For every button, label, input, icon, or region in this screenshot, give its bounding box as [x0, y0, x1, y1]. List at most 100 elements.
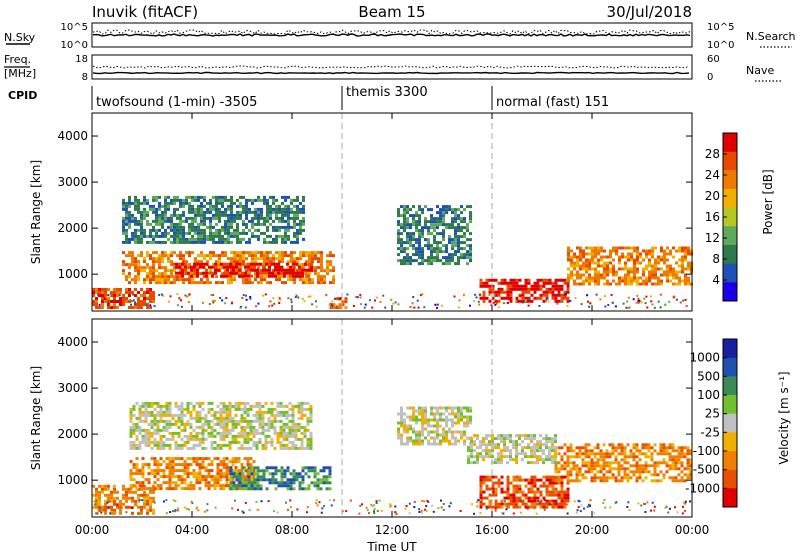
heatmap-cell	[205, 438, 208, 441]
heatmap-cell	[436, 422, 439, 425]
heatmap-cell	[624, 262, 627, 265]
heatmap-cell	[442, 214, 445, 217]
heatmap-cell	[636, 476, 639, 479]
heatmap-cell	[292, 435, 295, 438]
heatmap-cell	[241, 444, 244, 447]
heatmap-noise-cell	[323, 505, 325, 507]
heatmap-noise-cell	[243, 294, 245, 296]
heatmap-cell	[181, 457, 184, 460]
heatmap-cell	[140, 241, 143, 244]
heatmap-cell	[145, 441, 148, 444]
heatmap-cell	[469, 220, 472, 223]
heatmap-cell	[226, 414, 229, 417]
heatmap-cell	[260, 251, 263, 254]
y-tick-label: 3000	[57, 175, 88, 189]
heatmap-cell	[515, 461, 518, 464]
heatmap-cell	[298, 417, 301, 420]
heatmap-cell	[292, 266, 295, 269]
heatmap-cell	[139, 484, 142, 487]
heatmap-cell	[181, 272, 184, 275]
heatmap-cell	[239, 254, 242, 257]
heatmap-noise-cell	[636, 302, 638, 304]
heatmap-cell	[218, 266, 221, 269]
heatmap-cell	[289, 266, 292, 269]
heatmap-cell	[253, 405, 256, 408]
heatmap-cell	[143, 257, 146, 260]
heatmap-cell	[454, 244, 457, 247]
heatmap-cell	[545, 443, 548, 446]
heatmap-cell	[133, 429, 136, 432]
heatmap-cell	[272, 229, 275, 232]
heatmap-cell	[606, 280, 609, 283]
heatmap-cell	[244, 275, 247, 278]
heatmap-cell	[298, 411, 301, 414]
heatmap-cell	[317, 251, 320, 254]
heatmap-cell	[528, 479, 531, 482]
heatmap-cell	[323, 478, 326, 481]
heatmap-noise-cell	[473, 300, 475, 302]
heatmap-cell	[567, 274, 570, 277]
heatmap-cell	[202, 423, 205, 426]
heatmap-cell	[588, 461, 591, 464]
heatmap-cell	[293, 478, 296, 481]
heatmap-cell	[242, 196, 245, 199]
heatmap-cell	[545, 434, 548, 437]
heatmap-cell	[158, 257, 161, 260]
heatmap-cell	[110, 306, 113, 309]
heatmap-cell	[116, 306, 119, 309]
heatmap-cell	[579, 473, 582, 476]
heatmap-cell	[247, 447, 250, 450]
heatmap-noise-cell	[660, 294, 662, 296]
heatmap-cell	[418, 229, 421, 232]
heatmap-cell	[597, 280, 600, 283]
heatmap-cell	[170, 223, 173, 226]
heatmap-cell	[609, 470, 612, 473]
heatmap-cell	[211, 460, 214, 463]
heatmap-cell	[227, 238, 230, 241]
heatmap-cell	[146, 263, 149, 266]
heatmap-cell	[163, 405, 166, 408]
heatmap-cell	[501, 476, 504, 479]
heatmap-cell	[600, 259, 603, 262]
heatmap-cell	[260, 475, 263, 478]
heatmap-cell	[209, 226, 212, 229]
heatmap-noise-cell	[149, 304, 151, 306]
heatmap-cell	[262, 420, 265, 423]
heatmap-noise-cell	[583, 508, 585, 510]
heatmap-cell	[209, 238, 212, 241]
heatmap-cell	[193, 408, 196, 411]
heatmap-cell	[418, 247, 421, 250]
heatmap-cell	[176, 238, 179, 241]
heatmap-cell	[400, 262, 403, 265]
heatmap-cell	[480, 491, 483, 494]
heatmap-cell	[122, 297, 125, 300]
heatmap-cell	[254, 251, 257, 254]
heatmap-cell	[479, 446, 482, 449]
heatmap-cell	[546, 479, 549, 482]
heatmap-cell	[265, 272, 268, 275]
heatmap-cell	[224, 229, 227, 232]
heatmap-cell	[594, 262, 597, 265]
heatmap-cell	[636, 283, 639, 286]
heatmap-cell	[259, 438, 262, 441]
heatmap-cell	[494, 458, 497, 461]
heatmap-cell	[633, 473, 636, 476]
heatmap-cell	[606, 455, 609, 458]
heatmap-cell	[173, 211, 176, 214]
heatmap-cell	[543, 285, 546, 288]
heatmap-cell	[188, 196, 191, 199]
heatmap-cell	[442, 419, 445, 422]
heatmap-cell	[323, 469, 326, 472]
heatmap-cell	[293, 472, 296, 475]
heatmap-cell	[170, 241, 173, 244]
heatmap-cell	[289, 420, 292, 423]
heatmap-cell	[278, 484, 281, 487]
heatmap-cell	[406, 208, 409, 211]
heatmap-noise-cell	[329, 304, 331, 306]
heatmap-cell	[232, 417, 235, 420]
heatmap-cell	[277, 414, 280, 417]
heatmap-cell	[289, 441, 292, 444]
heatmap-noise-cell	[503, 302, 505, 304]
heatmap-cell	[131, 512, 134, 515]
heatmap-noise-cell	[433, 511, 435, 513]
